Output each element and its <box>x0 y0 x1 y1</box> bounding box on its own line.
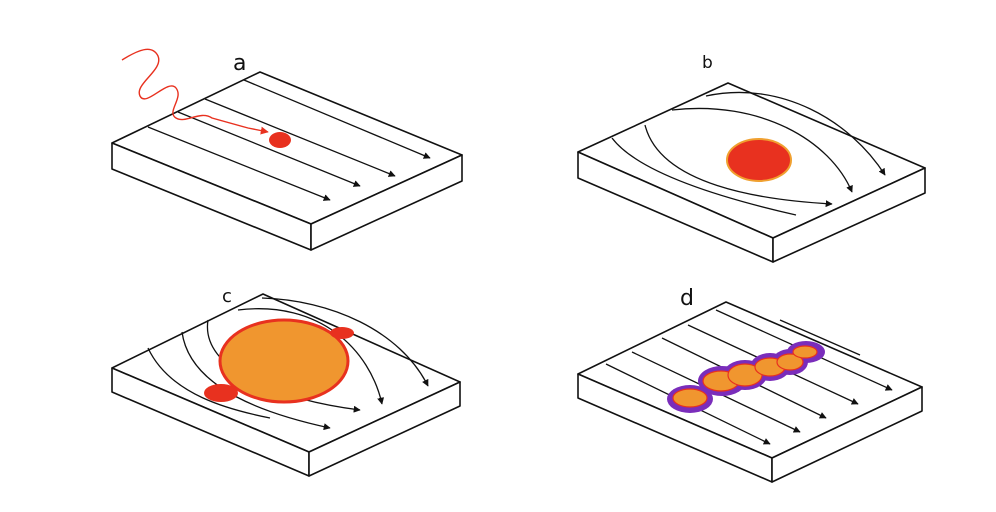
flow-line <box>147 347 271 419</box>
panel-c: c <box>111 286 461 477</box>
satellite-spot-top <box>330 327 354 339</box>
flow-line <box>177 111 361 187</box>
flow-line <box>147 126 331 201</box>
flow-line <box>181 331 331 431</box>
flow-line <box>705 91 886 176</box>
slab-d <box>577 301 923 483</box>
panel-label-c: c <box>222 286 232 307</box>
panel-label-a: a <box>233 51 246 76</box>
flow-line <box>644 124 833 208</box>
impact-spot <box>269 132 291 148</box>
flow-line <box>204 98 396 177</box>
panel-label-d: d <box>680 286 694 311</box>
damage-track-inner <box>672 345 818 408</box>
flow-line <box>671 107 853 193</box>
flow-line <box>261 297 429 387</box>
panel-a: a <box>111 48 463 251</box>
panel-label-b: b <box>702 53 713 73</box>
panel-b: b <box>577 53 926 263</box>
incoming-wave <box>121 48 269 135</box>
flow-line <box>779 319 861 356</box>
satellite-spot-bottom <box>204 384 238 402</box>
damage-track <box>667 341 825 413</box>
thermal-halo <box>218 318 350 404</box>
hot-spot <box>726 138 792 182</box>
flow-lines-b <box>611 91 886 216</box>
flow-lines-a <box>147 79 431 201</box>
flow-line <box>243 79 431 159</box>
panel-d: d <box>577 286 923 483</box>
flow-line <box>611 137 797 216</box>
slab-a <box>111 71 463 251</box>
